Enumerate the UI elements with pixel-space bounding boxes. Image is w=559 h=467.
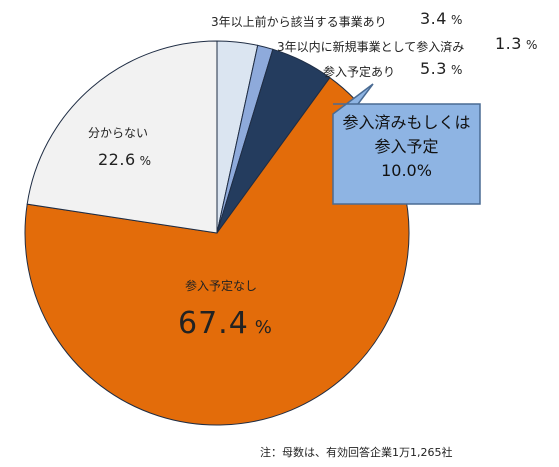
slice-pct-unknown: 22.6 xyxy=(98,150,136,169)
slice-label-unknown: 分からない xyxy=(88,124,148,141)
callout-box xyxy=(332,83,481,205)
slice-label-not-planned: 参入予定なし xyxy=(185,277,257,294)
slice-name-new-entry: 3年以内に新規事業として参入済み xyxy=(277,40,465,54)
slice-name-not-planned: 参入予定なし xyxy=(185,279,258,293)
slice-label-planned: 参入予定あり xyxy=(323,63,395,80)
slice-value-not-planned: 67.4% xyxy=(178,306,272,341)
slice-pct-existing-3yr: 3.4 xyxy=(420,9,447,28)
slice-label-existing-3yr: 3年以上前から該当する事業あり xyxy=(211,13,387,30)
callout-line-1: 参入済みもしくは xyxy=(342,113,471,132)
slice-unit-existing-3yr: % xyxy=(450,13,463,27)
slice-pct-planned: 5.3 xyxy=(420,59,447,78)
slice-value-new-entry: 1.3% xyxy=(495,34,537,53)
slice-value-unknown: 22.6% xyxy=(98,150,151,169)
slice-name-unknown: 分からない xyxy=(88,126,149,140)
slice-unit-unknown: % xyxy=(139,154,152,168)
footnote: 注：母数は、有効回答企業1万1,265社 xyxy=(260,446,453,459)
slice-label-new-entry: 3年以内に新規事業として参入済み xyxy=(277,38,464,55)
callout-text: 参入済みもしくは 参入予定 10.0% xyxy=(333,111,480,183)
slice-value-existing-3yr: 3.4% xyxy=(420,9,462,28)
slice-unit-new-entry: % xyxy=(525,38,538,52)
pie-slice-unknown xyxy=(26,40,218,234)
slice-pct-new-entry: 1.3 xyxy=(495,34,522,53)
slice-pct-not-planned: 67.4 xyxy=(178,306,249,341)
callout-line-2: 参入予定 xyxy=(374,137,439,156)
callout-line-3: 10.0% xyxy=(381,161,432,180)
slice-name-existing-3yr: 3年以上前から該当する事業あり xyxy=(211,15,387,29)
slice-value-planned: 5.3% xyxy=(420,59,462,78)
slice-unit-planned: % xyxy=(450,63,463,77)
pie-slices xyxy=(24,40,410,426)
slice-name-planned: 参入予定あり xyxy=(323,65,396,79)
slice-unit-not-planned: % xyxy=(254,317,272,338)
